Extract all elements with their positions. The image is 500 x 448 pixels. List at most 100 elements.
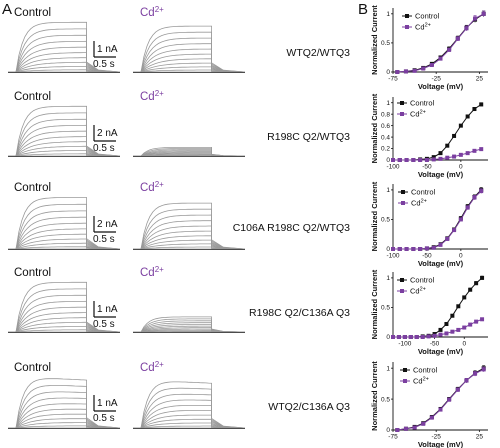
cd-trace xyxy=(133,318,246,333)
y-tick-label: 1 xyxy=(386,365,390,372)
data-point xyxy=(462,325,467,330)
series-line xyxy=(397,13,484,73)
cd-trace xyxy=(133,58,246,73)
control-trace xyxy=(8,306,121,333)
data-point xyxy=(468,322,473,327)
scale-time-label: 0.5 s xyxy=(93,413,115,424)
cd-label-main: Cd xyxy=(140,7,155,19)
cd-trace xyxy=(133,230,246,250)
legend-label-superscript: 2+ xyxy=(425,23,431,29)
control-trace xyxy=(8,46,121,73)
control-trace xyxy=(8,317,121,333)
row-label: C106A R198C Q2/WTQ3 xyxy=(233,222,350,234)
data-point xyxy=(421,421,426,426)
legend-marker xyxy=(405,14,409,18)
y-tick-label: 0 xyxy=(386,157,390,164)
data-point xyxy=(408,335,413,339)
data-point xyxy=(464,26,469,31)
y-tick-label: 1 xyxy=(386,11,390,18)
cd-trace xyxy=(133,202,246,250)
data-point xyxy=(447,397,452,402)
cd-label: Cd2+ xyxy=(140,5,164,19)
control-trace xyxy=(8,141,121,157)
control-trace xyxy=(8,34,121,73)
control-trace xyxy=(8,233,121,250)
cd-trace xyxy=(133,405,246,429)
y-tick-label: 0.4 xyxy=(381,134,390,141)
cd-trace xyxy=(133,330,245,333)
cd-trace xyxy=(133,66,246,73)
y-axis-title: Normalized Current xyxy=(370,93,379,163)
cd-trace xyxy=(133,149,246,157)
data-point xyxy=(445,236,450,241)
cd-label-superscript: 2+ xyxy=(155,5,164,14)
legend-label: Control xyxy=(410,99,435,108)
cd-trace xyxy=(133,425,246,429)
data-point xyxy=(402,335,407,339)
legend-marker xyxy=(400,278,404,282)
legend-marker xyxy=(400,112,404,116)
legend-label: Cd2+ xyxy=(410,110,426,119)
data-point xyxy=(480,317,485,322)
y-tick-label: 0.5 xyxy=(381,217,390,224)
control-trace xyxy=(8,300,121,333)
trace-row: Control Cd2+ 1 nA 0.5 s R198C Q2/C136A Q3 xyxy=(8,265,350,333)
y-tick-label: 0.6 xyxy=(381,123,390,130)
control-trace xyxy=(8,413,121,429)
control-trace xyxy=(8,130,121,157)
control-label: Control xyxy=(14,91,51,103)
legend-marker xyxy=(403,368,407,372)
data-point xyxy=(438,242,443,247)
data-point xyxy=(421,66,426,71)
legend-label-main: Cd xyxy=(415,23,425,32)
control-trace xyxy=(8,52,121,73)
data-point xyxy=(450,313,455,318)
data-point xyxy=(414,335,419,339)
data-point xyxy=(412,68,417,73)
control-trace xyxy=(8,425,121,429)
cd-trace xyxy=(133,48,246,73)
control-label: Control xyxy=(14,267,51,279)
control-trace xyxy=(8,288,121,333)
x-tick-label: -50 xyxy=(422,164,432,171)
cd-trace xyxy=(133,322,246,333)
panel-b-iv-curves: 0 0.5 1 -75 -25 25 Voltage (mV) Normalized Curr… xyxy=(370,5,488,448)
x-tick-label: -50 xyxy=(430,341,440,348)
x-axis-title: Voltage (mV) xyxy=(418,170,464,179)
data-point xyxy=(456,327,461,332)
control-trace xyxy=(8,105,121,157)
cd-trace xyxy=(133,243,246,250)
control-trace xyxy=(8,66,121,73)
legend-label: Control xyxy=(413,366,438,375)
cd-trace xyxy=(133,418,246,429)
cd-label-superscript: 2+ xyxy=(155,360,164,369)
y-tick-label: 1 xyxy=(386,275,390,282)
legend-label-main: Cd xyxy=(411,199,421,208)
data-point xyxy=(426,334,431,339)
x-tick-label: -75 xyxy=(388,76,398,83)
legend-label: Cd2+ xyxy=(410,287,426,296)
data-point xyxy=(438,151,443,156)
legend-marker xyxy=(401,201,405,205)
control-trace xyxy=(8,150,121,157)
data-point xyxy=(458,152,463,157)
data-point xyxy=(418,247,423,251)
y-tick-label: 0.5 xyxy=(381,40,390,47)
cd-label-main: Cd xyxy=(140,362,155,374)
series-line xyxy=(397,368,484,431)
y-tick-label: 0.2 xyxy=(381,146,390,153)
cd-trace xyxy=(133,316,246,333)
control-trace xyxy=(8,210,121,250)
control-trace xyxy=(8,28,121,73)
control-label: Control xyxy=(14,7,51,19)
data-point xyxy=(455,387,460,392)
x-axis-title: Voltage (mV) xyxy=(418,347,464,356)
control-trace xyxy=(8,40,121,73)
data-point xyxy=(444,322,449,326)
data-point xyxy=(480,275,485,280)
legend-label: Control xyxy=(415,12,440,21)
x-tick-label: -100 xyxy=(398,341,411,348)
